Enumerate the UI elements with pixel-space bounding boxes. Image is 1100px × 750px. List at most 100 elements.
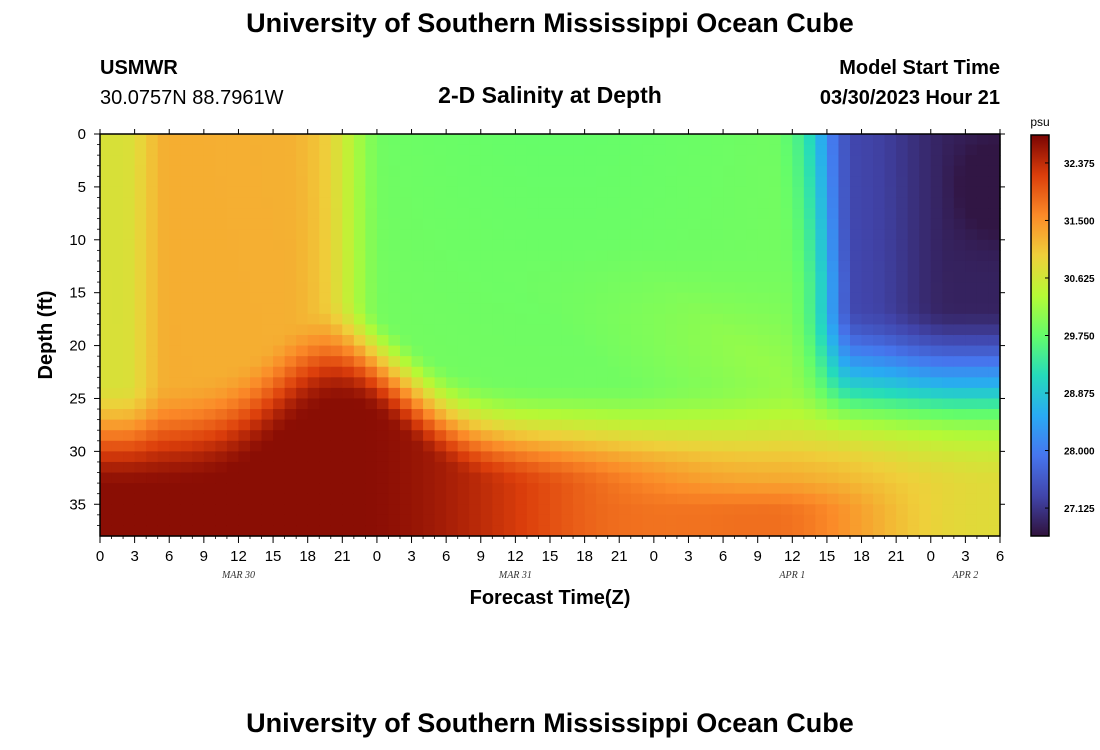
heatmap-cell: [388, 409, 401, 421]
heatmap-cell: [376, 430, 390, 442]
heatmap-cell: [307, 514, 320, 527]
heatmap-cell: [492, 292, 505, 304]
heatmap-cell: [780, 525, 793, 537]
heatmap-cell: [896, 324, 909, 336]
heatmap-cell: [988, 398, 1001, 410]
heatmap-cell: [723, 197, 736, 209]
heatmap-cell: [561, 282, 574, 294]
heatmap-cell: [734, 451, 747, 463]
heatmap-cell: [469, 440, 482, 452]
heatmap-cell: [330, 345, 343, 357]
heatmap-cell: [192, 313, 205, 326]
heatmap-cell: [226, 303, 240, 315]
heatmap-cell: [434, 472, 447, 484]
heatmap-cell: [503, 430, 516, 442]
heatmap-cell: [446, 356, 459, 368]
heatmap-cell: [457, 366, 470, 378]
heatmap-cell: [388, 387, 401, 400]
heatmap-cell: [826, 239, 840, 251]
heatmap-cell: [238, 366, 251, 378]
heatmap-cell: [907, 271, 920, 283]
heatmap-cell: [342, 366, 355, 378]
heatmap-cell: [884, 186, 897, 199]
heatmap-cell: [676, 335, 690, 347]
heatmap-cell: [607, 250, 620, 262]
heatmap-cell: [250, 186, 263, 199]
heatmap-cell: [642, 525, 655, 537]
month-label: APR 1: [778, 570, 805, 581]
heatmap-cell: [746, 260, 759, 273]
heatmap-cell: [607, 176, 620, 188]
heatmap-cell: [111, 430, 124, 442]
heatmap-cell: [411, 387, 424, 400]
heatmap-cell: [965, 461, 978, 474]
heatmap-cell: [250, 260, 263, 273]
heatmap-cell: [250, 356, 263, 368]
heatmap-cell: [550, 483, 563, 495]
heatmap-cell: [423, 218, 436, 230]
heatmap-cell: [169, 197, 182, 209]
heatmap-cell: [400, 250, 413, 262]
heatmap-cell: [169, 493, 182, 505]
heatmap-cell: [700, 144, 713, 156]
heatmap-cell: [607, 260, 620, 273]
heatmap-cell: [446, 345, 459, 357]
heatmap-cell: [480, 387, 493, 400]
heatmap-cell: [838, 303, 851, 315]
heatmap-cell: [734, 134, 747, 146]
heatmap-cell: [226, 366, 240, 378]
heatmap-cell: [215, 514, 228, 527]
heatmap-cell: [792, 504, 805, 516]
heatmap-cell: [688, 525, 701, 537]
heatmap-cell: [676, 155, 690, 167]
heatmap-cell: [238, 282, 251, 294]
heatmap-cell: [388, 440, 401, 452]
heatmap-cell: [619, 430, 632, 442]
heatmap-cell: [757, 186, 770, 199]
heatmap-cell: [134, 186, 147, 199]
heatmap-cell: [215, 493, 228, 505]
heatmap-cell: [457, 387, 470, 400]
heatmap-cell: [388, 218, 401, 230]
heatmap-cell: [711, 356, 724, 368]
heatmap-cell: [838, 335, 851, 347]
heatmap-cell: [503, 440, 516, 452]
heatmap-cell: [134, 440, 147, 452]
heatmap-cell: [469, 356, 482, 368]
heatmap-cell: [319, 186, 332, 199]
heatmap-cell: [342, 165, 355, 177]
heatmap-cell: [861, 525, 874, 537]
heatmap-cell: [157, 186, 170, 199]
heatmap-cell: [492, 197, 505, 209]
heatmap-cell: [238, 345, 251, 357]
heatmap-cell: [400, 186, 413, 199]
heatmap-cell: [630, 313, 643, 326]
heatmap-cell: [157, 208, 170, 220]
heatmap-cell: [942, 366, 955, 378]
heatmap-cell: [100, 144, 113, 156]
heatmap-cell: [803, 493, 816, 505]
heatmap-cell: [284, 461, 297, 474]
heatmap-cell: [215, 134, 228, 146]
heatmap-cell: [861, 282, 874, 294]
heatmap-cell: [619, 144, 632, 156]
heatmap-cell: [665, 282, 678, 294]
heatmap-cell: [342, 377, 355, 389]
heatmap-cell: [619, 504, 632, 516]
heatmap-cell: [665, 176, 678, 188]
heatmap-cell: [180, 208, 193, 220]
heatmap-cell: [400, 260, 413, 273]
heatmap-cell: [203, 504, 216, 516]
heatmap-cell: [573, 387, 586, 400]
heatmap-cell: [965, 514, 978, 527]
heatmap-cell: [446, 144, 459, 156]
heatmap-cell: [723, 345, 736, 357]
heatmap-cell: [953, 440, 966, 452]
heatmap-cell: [365, 483, 378, 495]
heatmap-cell: [111, 440, 124, 452]
heatmap-cell: [792, 282, 805, 294]
heatmap-cell: [434, 271, 447, 283]
heatmap-cell: [284, 504, 297, 516]
heatmap-cell: [815, 345, 828, 357]
heatmap-cell: [665, 419, 678, 431]
